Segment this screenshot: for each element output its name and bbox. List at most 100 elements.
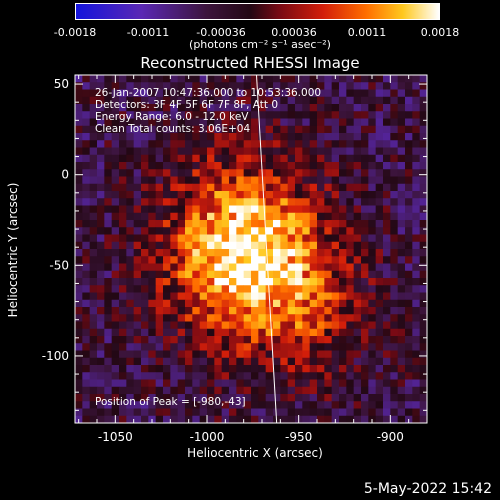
heatmap-cell [331,336,340,344]
heatmap-cell [353,285,362,293]
heatmap-cell [265,133,274,141]
x-tick-label: -1000 [190,430,225,444]
heatmap-cell [412,278,421,286]
heatmap-cell [243,249,252,257]
heatmap-cell [97,408,105,417]
heatmap-cell [265,220,274,228]
heatmap-cell [170,183,179,192]
heatmap-cell [170,104,179,112]
heatmap-cell [126,357,135,366]
heatmap-cell [273,357,281,366]
heatmap-cell [104,75,113,83]
heatmap-cell [111,343,120,351]
heatmap-cell [419,328,428,337]
heatmap-cell [258,220,267,228]
heatmap-cell [170,328,179,337]
heatmap-cell [280,321,289,330]
heatmap-cell [280,96,289,105]
heatmap-cell [346,118,355,127]
heatmap-cell [199,75,208,83]
heatmap-cell [258,133,267,141]
heatmap-cell [375,241,384,250]
heatmap-cell [331,249,340,257]
heatmap-cell [419,394,428,402]
heatmap-cell [243,321,252,330]
heatmap-cell [111,89,120,98]
heatmap-cell [207,292,215,301]
heatmap-cell [119,270,127,279]
heatmap-cell [324,307,333,315]
heatmap-cell [390,147,399,156]
heatmap-cell [361,104,369,112]
heatmap-cell [207,365,215,373]
heatmap-cell [346,133,355,141]
heatmap-cell [353,350,362,359]
heatmap-cell [251,198,259,206]
heatmap-cell [119,401,127,409]
heatmap-cell [251,278,259,286]
heatmap-cell [265,321,274,330]
heatmap-cell [302,205,311,214]
heatmap-cell [361,241,369,250]
heatmap-cell [339,401,347,409]
heatmap-cell [309,343,318,351]
heatmap-cell [185,394,193,402]
heatmap-cell [119,357,127,366]
heatmap-cell [383,394,391,402]
heatmap-cell [258,82,267,90]
heatmap-cell [185,328,193,337]
heatmap-cell [163,96,171,105]
heatmap-cell [405,241,413,250]
heatmap-cell [339,321,347,330]
heatmap-cell [273,212,281,221]
heatmap-cell [199,191,208,199]
heatmap-cell [258,365,267,373]
heatmap-cell [397,220,406,228]
heatmap-cell [273,299,281,308]
heatmap-cell [324,299,333,308]
heatmap-cell [280,154,289,163]
heatmap-cell [375,386,384,395]
heatmap-cell [258,307,267,315]
heatmap-cell [405,314,413,322]
heatmap-cell [148,176,157,185]
heatmap-cell [207,111,215,119]
heatmap-cell [251,372,259,380]
heatmap-cell [119,386,127,395]
heatmap-cell [111,118,120,127]
heatmap-cell [163,307,171,315]
heatmap-cell [170,263,179,272]
heatmap-cell [214,256,223,264]
heatmap-cell [229,278,237,286]
heatmap-cell [214,372,223,380]
heatmap-cell [104,212,113,221]
heatmap-cell [126,118,135,127]
heatmap-cell [302,357,311,366]
heatmap-cell [375,89,384,98]
heatmap-cell [339,104,347,112]
heatmap-cell [419,111,428,119]
heatmap-cell [273,249,281,257]
heatmap-cell [89,154,98,163]
heatmap-cell [302,125,311,134]
heatmap-cell [280,292,289,301]
heatmap-cell [265,336,274,344]
heatmap-cell [331,118,340,127]
heatmap-cell [243,162,252,170]
heatmap-cell [405,365,413,373]
heatmap-cell [148,278,157,286]
heatmap-cell [324,183,333,192]
heatmap-cell [148,285,157,293]
heatmap-cell [221,357,230,366]
heatmap-cell [273,234,281,243]
heatmap-cell [243,154,252,163]
heatmap-cell [199,111,208,119]
heatmap-cell [273,241,281,250]
heatmap-cell [397,379,406,388]
heatmap-cell [199,212,208,221]
heatmap-cell [163,336,171,344]
heatmap-cell [302,328,311,337]
heatmap-cell [265,205,274,214]
heatmap-cell [214,133,223,141]
heatmap-cell [236,154,245,163]
